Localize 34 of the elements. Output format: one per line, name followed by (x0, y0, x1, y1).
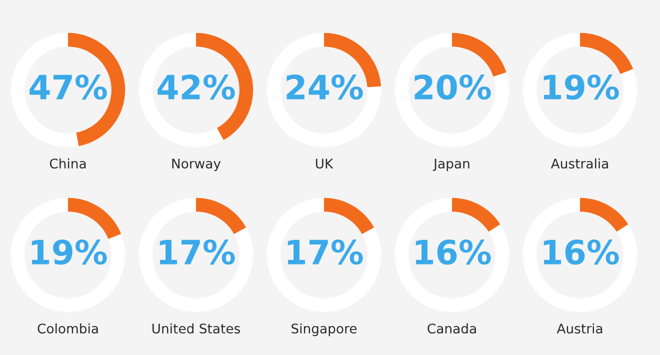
text: Australia (550, 158, 608, 169)
donut-slice (266, 32, 382, 148)
data-label: 47% (30, 74, 107, 100)
text: China (50, 158, 86, 169)
text: Canada (428, 323, 476, 334)
donut-slice (394, 32, 510, 148)
data-label: 19% (544, 74, 619, 100)
text: Norway (172, 158, 221, 172)
text: Singapore (292, 323, 357, 336)
data-label: 17% (288, 239, 363, 265)
donut-slice (266, 198, 382, 312)
donut-slice (580, 198, 628, 232)
donut-slice (394, 198, 510, 312)
donut-slice (522, 32, 638, 148)
data-label: 42% (158, 74, 235, 100)
text: UK (316, 158, 334, 169)
donut-slice (10, 198, 126, 312)
data-label: 17% (160, 239, 235, 265)
donut-slice (580, 32, 634, 74)
data-label: 24% (286, 74, 363, 100)
data-label: 19% (32, 239, 107, 265)
text: Japan (432, 158, 470, 172)
text: Austria (556, 323, 602, 334)
text: United States (152, 323, 240, 334)
donut-slice (324, 198, 374, 234)
data-label: 20% (414, 74, 491, 100)
donut-slice (196, 198, 246, 234)
donut-slice (68, 198, 122, 240)
donut-slice (522, 198, 638, 312)
data-label: 16% (544, 239, 619, 265)
data-label: 16% (416, 239, 491, 265)
donut-slice (452, 198, 500, 232)
donut-slice (138, 198, 254, 312)
text: Colombia (38, 323, 98, 334)
